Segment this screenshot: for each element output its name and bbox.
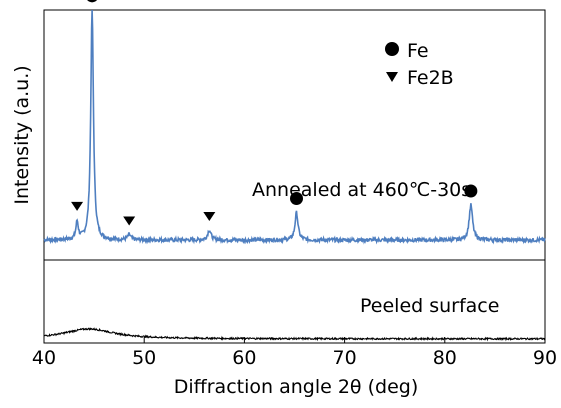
series-layer bbox=[43, 9, 546, 342]
bottom-panel-frame bbox=[43, 259, 546, 344]
x-axis-label: Diffraction angle 2θ (deg) bbox=[174, 376, 418, 398]
x-tick-label: 40 bbox=[32, 347, 56, 369]
series-annotation-annealed: Annealed at 460℃-30s bbox=[252, 179, 471, 201]
legend-fe-label: Fe bbox=[407, 40, 429, 62]
fe-peak-marker bbox=[87, 0, 98, 3]
legend-fe-marker bbox=[385, 42, 399, 56]
x-tick-label: 80 bbox=[433, 347, 457, 369]
fe2b-peak-marker bbox=[123, 216, 136, 226]
legend-fe2b-marker bbox=[386, 72, 398, 82]
x-ticks: 40 50 60 70 80 90 bbox=[32, 337, 557, 369]
series-line-annealed bbox=[43, 9, 546, 245]
x-tick-label: 70 bbox=[333, 347, 357, 369]
x-tick-label: 50 bbox=[132, 347, 156, 369]
marker-layer bbox=[71, 0, 478, 226]
legend-fe2b-label: Fe2B bbox=[407, 67, 454, 89]
fe-peak-marker bbox=[290, 191, 304, 205]
x-tick-label: 90 bbox=[533, 347, 557, 369]
y-axis-label: Intensity (a.u.) bbox=[11, 65, 33, 204]
x-tick-label: 60 bbox=[232, 347, 256, 369]
fe2b-peak-marker bbox=[203, 211, 216, 221]
series-line-peeled bbox=[43, 327, 546, 342]
legend: Fe Fe2B bbox=[385, 40, 454, 89]
fe-peak-marker bbox=[464, 184, 478, 198]
series-annotation-peeled: Peeled surface bbox=[360, 295, 499, 317]
fe2b-peak-marker bbox=[71, 201, 84, 211]
